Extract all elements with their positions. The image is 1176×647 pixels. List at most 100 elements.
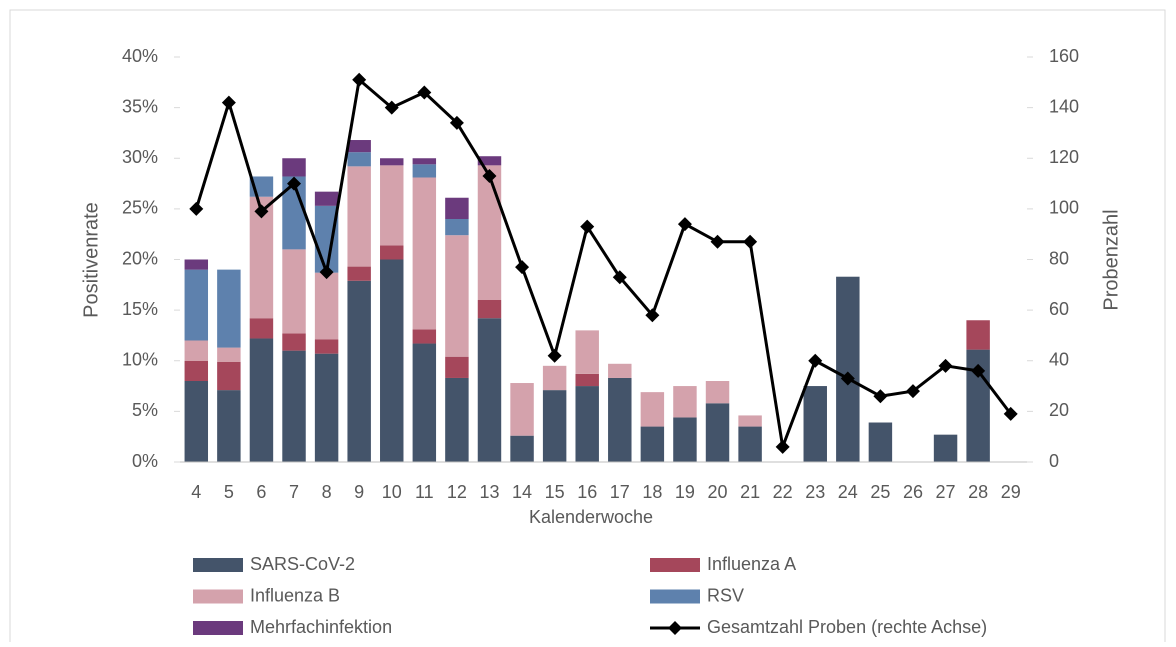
y2-tick-label: 160 [1049,46,1079,66]
bar [705,381,730,404]
legend-swatch [193,589,243,604]
x-tick-label: 10 [382,482,402,502]
y2-tick-label: 0 [1049,451,1059,471]
y-tick-label: 15% [122,299,158,319]
line-marker [254,204,269,219]
bar [445,377,469,462]
x-tick-label: 9 [354,482,364,502]
bar [282,176,306,250]
x-tick-label: 17 [610,482,630,502]
bar [836,276,860,462]
bar [282,333,306,351]
bar [314,191,339,206]
line-marker [287,176,302,191]
line-marker [905,384,920,399]
x-tick-label: 22 [773,482,793,502]
line-marker [808,353,823,368]
y-tick-label: 35% [122,96,158,116]
line-marker [547,348,562,363]
line-marker [677,217,692,232]
bar [673,417,697,462]
legend-label: Influenza A [707,554,796,574]
x-tick-label: 15 [545,482,565,502]
bar [608,377,632,462]
bar [347,140,371,153]
line-marker [710,234,725,249]
bar [380,245,404,260]
line-marker [482,168,497,183]
line-marker [384,100,399,115]
x-tick-label: 7 [289,482,299,502]
bar [347,152,371,167]
bar [575,330,599,374]
line-marker [1003,406,1018,421]
bar [575,386,599,462]
x-tick-label: 29 [1001,482,1021,502]
line-marker [775,439,790,454]
chart-frame [9,9,1166,647]
legend-swatch [650,558,700,572]
line-marker [417,85,432,100]
bar [673,386,697,418]
bar [575,373,599,387]
legend-swatch [650,589,700,604]
x-tick-label: 27 [936,482,956,502]
legend-label: RSV [707,585,744,605]
bar [477,156,502,166]
bar [477,300,502,319]
bar [542,365,567,391]
bar [445,356,469,378]
bar [217,361,241,391]
line-marker [743,234,758,249]
bar [184,269,209,341]
bar [347,166,371,267]
bar [184,259,209,270]
bar [184,381,209,462]
bar [380,165,404,246]
x-tick-label: 20 [708,482,728,502]
bar [184,340,209,361]
bar [542,390,567,462]
line-marker [449,115,464,130]
x-axis-title: Kalenderwoche [529,507,653,527]
y-tick-label: 10% [122,350,158,370]
bar [412,343,437,462]
bar [445,219,469,236]
bar [738,426,762,462]
y2-tick-label: 100 [1049,198,1079,218]
x-tick-label: 28 [968,482,988,502]
bar [249,338,274,462]
y-axis-title: Positivenrate [80,202,102,318]
bar [217,269,241,348]
bar [217,347,241,362]
bar [510,383,534,436]
bar [217,390,241,462]
line-marker [580,219,595,234]
bar [314,339,339,354]
x-tick-label: 26 [903,482,923,502]
bar [249,196,274,319]
bar [412,177,437,330]
bar [282,158,306,177]
x-tick-label: 12 [447,482,467,502]
x-tick-label: 23 [805,482,825,502]
bar [412,164,437,178]
legend-label: Gesamtzahl Proben (rechte Achse) [707,617,987,637]
legend-swatch [668,621,682,635]
bar [510,435,534,462]
x-tick-label: 11 [415,482,434,502]
line-marker [515,260,530,275]
bar [184,360,209,381]
bar [412,158,437,165]
y2-axis-title: Probenzahl [1100,209,1122,310]
x-tick-label: 14 [512,482,532,502]
x-tick-label: 6 [256,482,266,502]
bar [314,272,339,340]
bar [347,266,371,281]
line-marker [352,72,367,87]
line [194,76,1012,453]
bar [608,363,632,378]
line-marker [971,363,986,378]
y-tick-label: 20% [122,248,158,268]
